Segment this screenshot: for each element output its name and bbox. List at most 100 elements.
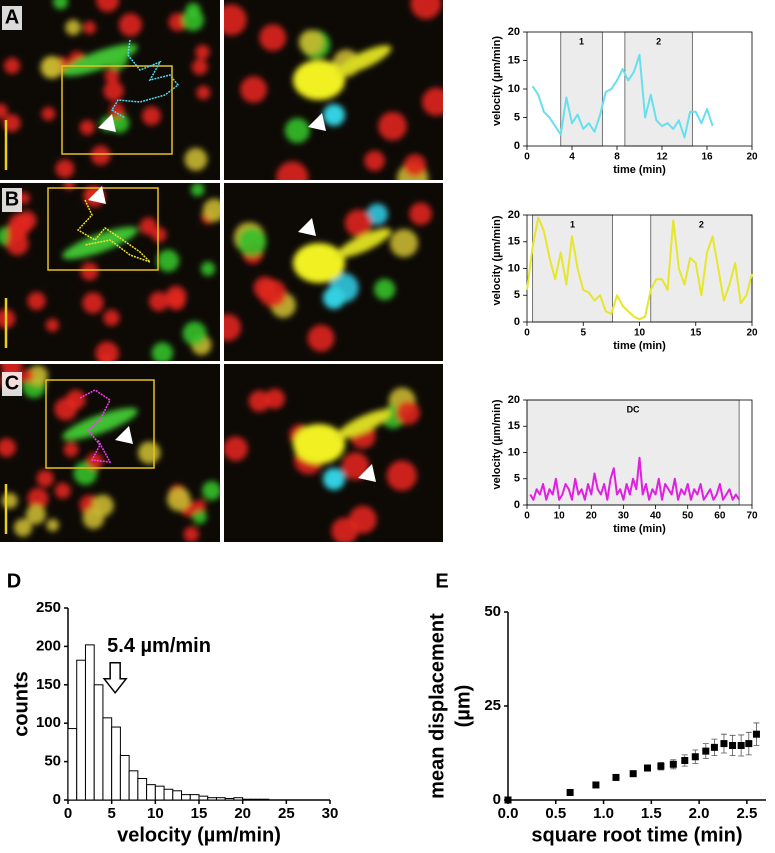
cell	[55, 159, 75, 179]
cell	[348, 505, 377, 534]
micrographs	[0, 0, 443, 542]
y-axis-label: counts	[10, 671, 32, 737]
cell	[53, 0, 69, 10]
arrowhead	[308, 113, 326, 131]
cell	[168, 13, 187, 32]
cell	[323, 104, 345, 126]
y-axis-label: mean displacement	[426, 613, 448, 799]
cell	[63, 442, 79, 457]
data-point	[737, 741, 745, 749]
cell	[45, 318, 60, 332]
cell	[96, 0, 120, 13]
cell	[224, 4, 247, 36]
cell	[3, 114, 21, 132]
cell	[151, 342, 174, 361]
histogram-bar	[102, 717, 113, 801]
velocity-line	[529, 456, 740, 501]
x-tick-label: 0.5	[545, 805, 566, 822]
cell	[298, 29, 324, 55]
x-tick-label: 20	[746, 152, 758, 163]
cell	[103, 80, 124, 102]
arrowhead	[98, 114, 116, 132]
micrograph	[0, 0, 220, 180]
cell	[4, 57, 21, 74]
cell-track	[76, 199, 151, 263]
x-axis-label: time (min)	[613, 164, 666, 176]
x-tick-label: 0	[524, 328, 530, 339]
y-tick-label: 0	[514, 499, 520, 511]
cell	[378, 111, 407, 141]
data-point	[657, 762, 665, 770]
cell	[138, 441, 161, 464]
cell	[0, 103, 8, 119]
cell	[6, 232, 29, 256]
x-tick-label: 1.0	[593, 805, 614, 822]
data-point	[745, 740, 753, 748]
cell	[196, 85, 211, 100]
cell	[62, 226, 138, 260]
x-tick-label: 0	[524, 152, 530, 163]
cell	[0, 309, 16, 329]
region-label: 2	[699, 219, 704, 229]
x-tick-label: 40	[650, 511, 662, 522]
x-tick-label: 10	[554, 511, 566, 522]
cell	[118, 13, 142, 37]
y-tick-label: 10	[508, 262, 520, 274]
x-tick-label: 60	[714, 511, 726, 522]
histogram-bar	[181, 794, 191, 801]
cells	[0, 0, 211, 179]
cell	[184, 147, 208, 171]
cell	[374, 278, 396, 300]
x-tick-label: 4	[569, 152, 575, 163]
cell	[139, 217, 158, 236]
cell	[83, 21, 96, 35]
histogram-bar	[215, 797, 226, 801]
x-tick-label: 2.5	[736, 805, 757, 822]
cell	[148, 291, 169, 312]
cell	[182, 321, 207, 346]
cell	[422, 87, 443, 116]
micrograph	[224, 0, 443, 180]
histogram-bar	[119, 754, 130, 801]
cell-track	[79, 389, 112, 463]
x-tick-label: 0	[64, 805, 72, 822]
cells	[224, 0, 443, 180]
x-tick-label: 12	[656, 152, 668, 163]
y-tick-label: 15	[508, 236, 520, 248]
cell	[183, 526, 200, 542]
histogram-bar	[67, 728, 78, 801]
cell	[36, 469, 54, 487]
cell	[41, 106, 56, 121]
histogram-bar	[207, 797, 217, 801]
cell	[27, 487, 49, 509]
cell	[103, 309, 120, 326]
cell	[202, 481, 220, 501]
histogram-bar	[137, 777, 148, 801]
annotation-arrow	[102, 662, 128, 695]
x-axis-label: velocity (µm/min)	[117, 824, 281, 846]
micrograph	[0, 183, 220, 361]
cells	[224, 387, 420, 542]
y-tick-label: 15	[508, 54, 520, 66]
cell	[190, 183, 205, 197]
cell	[200, 261, 216, 276]
cell	[104, 68, 120, 84]
cell	[191, 58, 208, 76]
x-tick-label: 20	[586, 511, 598, 522]
y-tick-label: 20	[508, 209, 520, 221]
cell	[403, 154, 427, 177]
y-tick-label: 0	[493, 791, 501, 808]
cells	[224, 202, 432, 352]
histogram-bar	[224, 797, 235, 801]
arrowhead	[115, 426, 133, 444]
cell	[193, 499, 206, 512]
data-point	[729, 741, 737, 749]
y-tick-label: 100	[36, 714, 61, 731]
cell	[27, 365, 49, 387]
arrowhead	[298, 218, 316, 236]
cell	[389, 229, 419, 258]
cell	[95, 341, 119, 361]
y-tick-label: 0	[514, 140, 520, 152]
x-tick-label: 15	[191, 805, 208, 822]
arrowhead	[358, 464, 376, 482]
